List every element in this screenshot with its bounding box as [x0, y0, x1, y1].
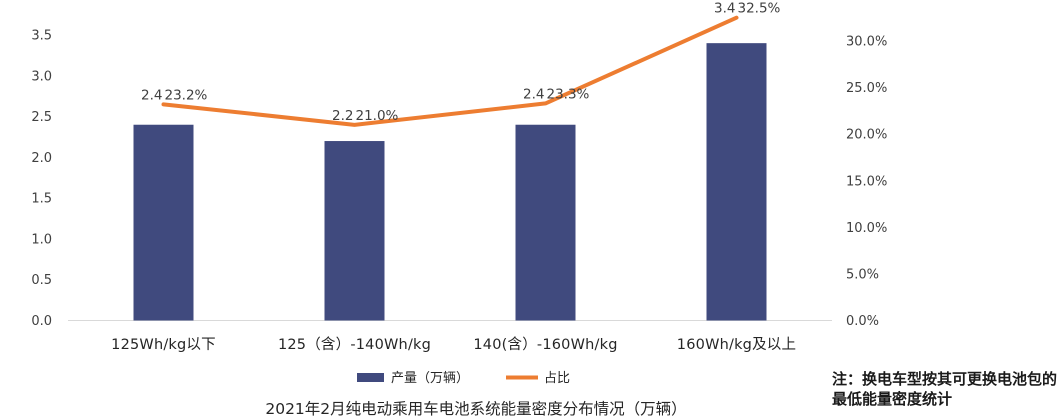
- ratio-line: [161, 15, 739, 127]
- right-tick-label: 0.0%: [846, 314, 879, 329]
- category-label: 125Wh/kg以下: [111, 337, 216, 353]
- category-labels: 125Wh/kg以下 125（含）-140Wh/kg 140(含）-160Wh/kg…: [111, 336, 796, 353]
- line-value-label: 23.3%: [547, 86, 590, 102]
- right-tick-label: 5.0%: [846, 267, 879, 282]
- legend-bar-label: 产量（万辆）: [391, 371, 469, 386]
- right-tick-label: 10.0%: [846, 221, 887, 236]
- line-data-labels: 23.2% 21.0% 23.3% 32.5%: [165, 1, 781, 124]
- right-tick-label: 15.0%: [846, 174, 887, 189]
- left-axis-ticks: 0.0 0.5 1.0 1.5 2.0 2.5 3.0 3.5: [31, 29, 52, 330]
- left-tick-label: 0.5: [31, 273, 52, 288]
- line-value-label: 32.5%: [738, 1, 781, 17]
- legend-line-label: 占比: [544, 371, 570, 386]
- left-tick-label: 1.5: [31, 192, 52, 207]
- right-tick-label: 20.0%: [846, 128, 887, 143]
- line-value-label: 23.2%: [165, 87, 208, 103]
- footnote: 注：换电车型按其可更换电池包的最低能量密度统计: [832, 370, 1058, 408]
- line-value-label: 21.0%: [356, 108, 399, 124]
- left-tick-label: 1.0: [31, 232, 52, 247]
- legend-bar-swatch: [357, 373, 384, 382]
- bar: [324, 141, 385, 321]
- bar-value-label: 2.4: [141, 87, 162, 103]
- right-tick-label: 25.0%: [846, 81, 887, 96]
- bar-value-label: 2.2: [332, 108, 353, 124]
- bar-series: [133, 43, 767, 321]
- category-label: 160Wh/kg及以上: [677, 336, 796, 353]
- left-tick-label: 3.5: [31, 29, 52, 44]
- right-axis-ticks: 0.0% 5.0% 10.0% 15.0% 20.0% 25.0% 30.0%: [846, 35, 887, 330]
- category-label: 140(含）-160Wh/kg: [473, 336, 617, 353]
- legend: 产量（万辆） 占比: [357, 371, 570, 386]
- left-tick-label: 0.0: [31, 314, 52, 329]
- bar-value-label: 2.4: [523, 86, 544, 102]
- bar-value-label: 3.4: [714, 1, 735, 17]
- line-series: [161, 15, 739, 127]
- category-label: 125（含）-140Wh/kg: [278, 336, 431, 353]
- right-tick-label: 30.0%: [846, 35, 887, 50]
- bar: [515, 124, 576, 321]
- left-tick-label: 2.5: [31, 110, 52, 125]
- bar-data-labels: 2.4 2.2 2.4 3.4: [141, 1, 735, 124]
- chart-title: 2021年2月纯电动乘用车电池系统能量密度分布情况（万辆）: [265, 400, 686, 417]
- bar: [133, 124, 194, 321]
- left-tick-label: 2.0: [31, 151, 52, 166]
- left-tick-label: 3.0: [31, 69, 52, 84]
- bar: [706, 43, 767, 321]
